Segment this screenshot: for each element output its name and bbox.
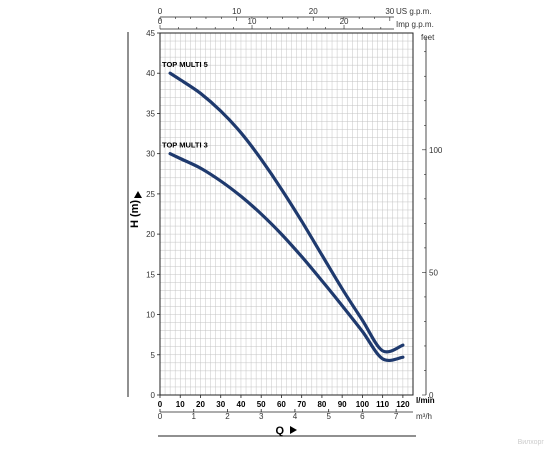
series-label-2: TOP MULTI 3 — [162, 141, 208, 150]
imp-gpm-tick-label: 20 — [340, 17, 349, 26]
x-tick-label: 110 — [376, 400, 389, 409]
plot-border — [159, 32, 414, 396]
x-tick-label: 30 — [216, 400, 225, 409]
us-gpm-tick-label: 0 — [158, 7, 163, 16]
x-tick-label: 10 — [176, 400, 185, 409]
y-tick-label: 45 — [146, 29, 155, 38]
y-tick-label: 35 — [146, 109, 155, 118]
x-tick-label: 60 — [277, 400, 286, 409]
y-axis-title: H (m) — [129, 200, 141, 228]
y-axis-arrow-icon — [134, 191, 142, 198]
x-tick-label: 20 — [196, 400, 205, 409]
m3h-tick-label: 6 — [360, 412, 365, 421]
y-tick-label: 30 — [146, 150, 155, 159]
grid — [159, 32, 414, 396]
x-tick-label: 120 — [396, 400, 410, 409]
y-tick-label: 25 — [146, 190, 155, 199]
x-tick-label: 50 — [257, 400, 266, 409]
m3h-tick-label: 3 — [259, 412, 264, 421]
m3h-tick-label: 0 — [158, 412, 163, 421]
feet-unit-label: feet — [421, 33, 435, 42]
y-tick-label: 20 — [146, 230, 155, 239]
y-tick-label: 15 — [146, 270, 155, 279]
plot-frame — [127, 16, 427, 437]
y-tick-label: 0 — [151, 391, 156, 400]
feet-tick-label: 0 — [429, 391, 434, 400]
m3h-tick-label: 5 — [326, 412, 331, 421]
imp-gpm-unit-label: Imp g.p.m. — [396, 20, 434, 29]
us-gpm-tick-label: 20 — [309, 7, 318, 16]
us-gpm-tick-label: 10 — [232, 7, 241, 16]
y-tick-label: 5 — [151, 351, 156, 360]
feet-tick-label: 50 — [429, 268, 438, 277]
watermark: Вилхорг — [517, 439, 544, 446]
m3h-tick-label: 1 — [192, 412, 197, 421]
imp-gpm-tick-label: 0 — [158, 17, 163, 26]
us-gpm-tick-label: 30 — [385, 7, 394, 16]
x-tick-label: 90 — [338, 400, 347, 409]
curves — [168, 71, 405, 363]
x-unit-label: l/min — [416, 396, 435, 405]
x-axis-title: Q — [275, 425, 284, 437]
feet-tick-label: 100 — [429, 146, 443, 155]
x-tick-label: 100 — [356, 400, 370, 409]
m3h-unit-label: m³/h — [416, 412, 432, 421]
x-tick-label: 70 — [297, 400, 306, 409]
curve-2 — [168, 152, 405, 363]
imp-gpm-tick-label: 10 — [248, 17, 257, 26]
x-tick-label: 0 — [158, 400, 163, 409]
y-tick-label: 10 — [146, 311, 155, 320]
m3h-tick-label: 7 — [394, 412, 399, 421]
y-tick-label: 40 — [146, 69, 155, 78]
m3h-tick-label: 4 — [293, 412, 298, 421]
x-axis-arrow-icon — [290, 426, 297, 434]
x-tick-label: 80 — [317, 400, 326, 409]
curve-1 — [168, 71, 405, 354]
m3h-tick-label: 2 — [225, 412, 230, 421]
x-tick-label: 40 — [237, 400, 246, 409]
series-label-1: TOP MULTI 5 — [162, 60, 208, 69]
us-gpm-unit-label: US g.p.m. — [396, 7, 432, 16]
